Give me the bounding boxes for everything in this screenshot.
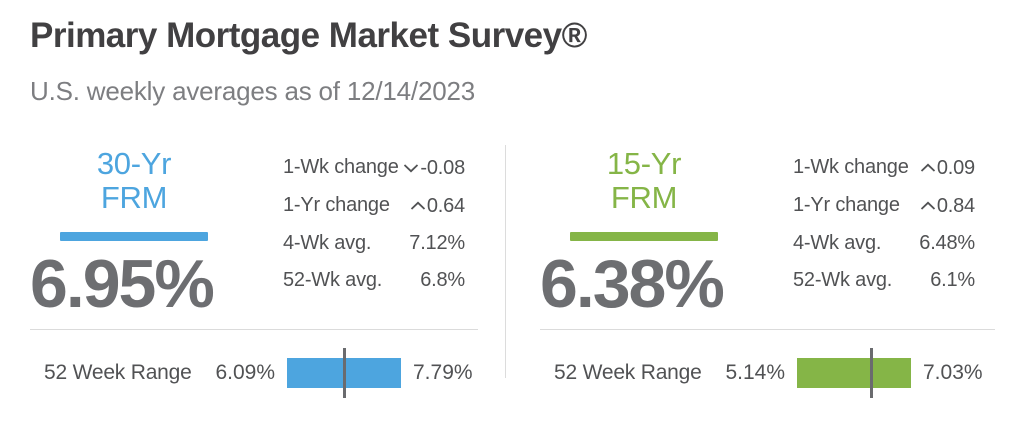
stat-label: 1-Yr change xyxy=(283,194,390,216)
stat-value: 6.48% xyxy=(919,232,975,254)
stat-label: 1-Wk change xyxy=(283,156,399,178)
page-subtitle: U.S. weekly averages as of 12/14/2023 xyxy=(30,76,475,106)
rate-block-30yr: 30-Yr FRM 6.95% xyxy=(30,145,270,322)
current-rate-marker xyxy=(343,348,347,398)
rate-block-15yr: 15-Yr FRM 6.38% xyxy=(540,145,780,322)
stat-value: 6.1% xyxy=(930,269,975,291)
stat-row-4wk-avg: 4-Wk avg. 7.12% xyxy=(283,233,465,253)
stat-label: 1-Yr change xyxy=(793,194,900,216)
range-row-15yr: 52 Week Range 5.14% 7.03% xyxy=(540,348,995,398)
stat-value: 6.8% xyxy=(420,269,465,291)
chevron-up-icon xyxy=(410,201,425,210)
panel-15yr-frm: 15-Yr FRM 6.38% 1-Wk change 0.09 1-Yr ch… xyxy=(540,145,995,405)
stat-row-4wk-avg: 4-Wk avg. 6.48% xyxy=(793,233,975,253)
stat-value: 0.84 xyxy=(936,195,975,217)
stat-label: 52-Wk avg. xyxy=(283,269,383,291)
range-bar-30yr xyxy=(287,348,401,398)
range-label: 52 Week Range xyxy=(44,361,192,384)
stat-row-1yr-change: 1-Yr change 0.64 xyxy=(283,195,465,216)
range-min-value: 5.14% xyxy=(725,361,785,384)
stats-30yr: 1-Wk change -0.08 1-Yr change 0.64 xyxy=(283,157,465,307)
stat-row-1wk-change: 1-Wk change -0.08 xyxy=(283,157,465,178)
current-rate-marker xyxy=(870,348,874,398)
term-label-30yr: 30-Yr FRM xyxy=(96,146,172,215)
stats-15yr: 1-Wk change 0.09 1-Yr change 0.84 xyxy=(793,157,975,307)
range-max-value: 7.79% xyxy=(413,361,473,384)
stat-value: -0.08 xyxy=(420,157,465,179)
stat-value: 0.09 xyxy=(936,157,975,179)
chevron-down-icon xyxy=(404,164,419,173)
range-bar-15yr xyxy=(797,348,911,398)
current-rate-15yr: 6.38% xyxy=(540,246,725,322)
page-title: Primary Mortgage Market Survey® xyxy=(30,16,587,55)
stat-row-1yr-change: 1-Yr change 0.84 xyxy=(793,195,975,216)
accent-underline-15yr xyxy=(570,232,718,241)
range-row-30yr: 52 Week Range 6.09% 7.79% xyxy=(30,348,478,398)
stat-value: 0.64 xyxy=(426,195,465,217)
range-min-value: 6.09% xyxy=(215,361,275,384)
chevron-up-icon xyxy=(920,201,935,210)
panel-divider xyxy=(30,329,478,330)
stat-label: 1-Wk change xyxy=(793,156,909,178)
chevron-up-icon xyxy=(920,163,935,172)
stat-row-52wk-avg: 52-Wk avg. 6.8% xyxy=(283,270,465,290)
stat-value: 7.12% xyxy=(409,232,465,254)
term-label-15yr: 15-Yr FRM xyxy=(606,146,682,215)
stat-label: 4-Wk avg. xyxy=(283,232,372,254)
panel-30yr-frm: 30-Yr FRM 6.95% 1-Wk change -0.08 1-Yr c… xyxy=(30,145,478,405)
stat-row-1wk-change: 1-Wk change 0.09 xyxy=(793,157,975,178)
accent-underline-30yr xyxy=(60,232,208,241)
stat-row-52wk-avg: 52-Wk avg. 6.1% xyxy=(793,270,975,290)
stat-label: 4-Wk avg. xyxy=(793,232,882,254)
current-rate-30yr: 6.95% xyxy=(30,246,215,322)
range-max-value: 7.03% xyxy=(923,361,983,384)
range-label: 52 Week Range xyxy=(554,361,702,384)
panel-divider xyxy=(540,329,995,330)
stat-label: 52-Wk avg. xyxy=(793,269,893,291)
center-divider xyxy=(505,145,506,378)
